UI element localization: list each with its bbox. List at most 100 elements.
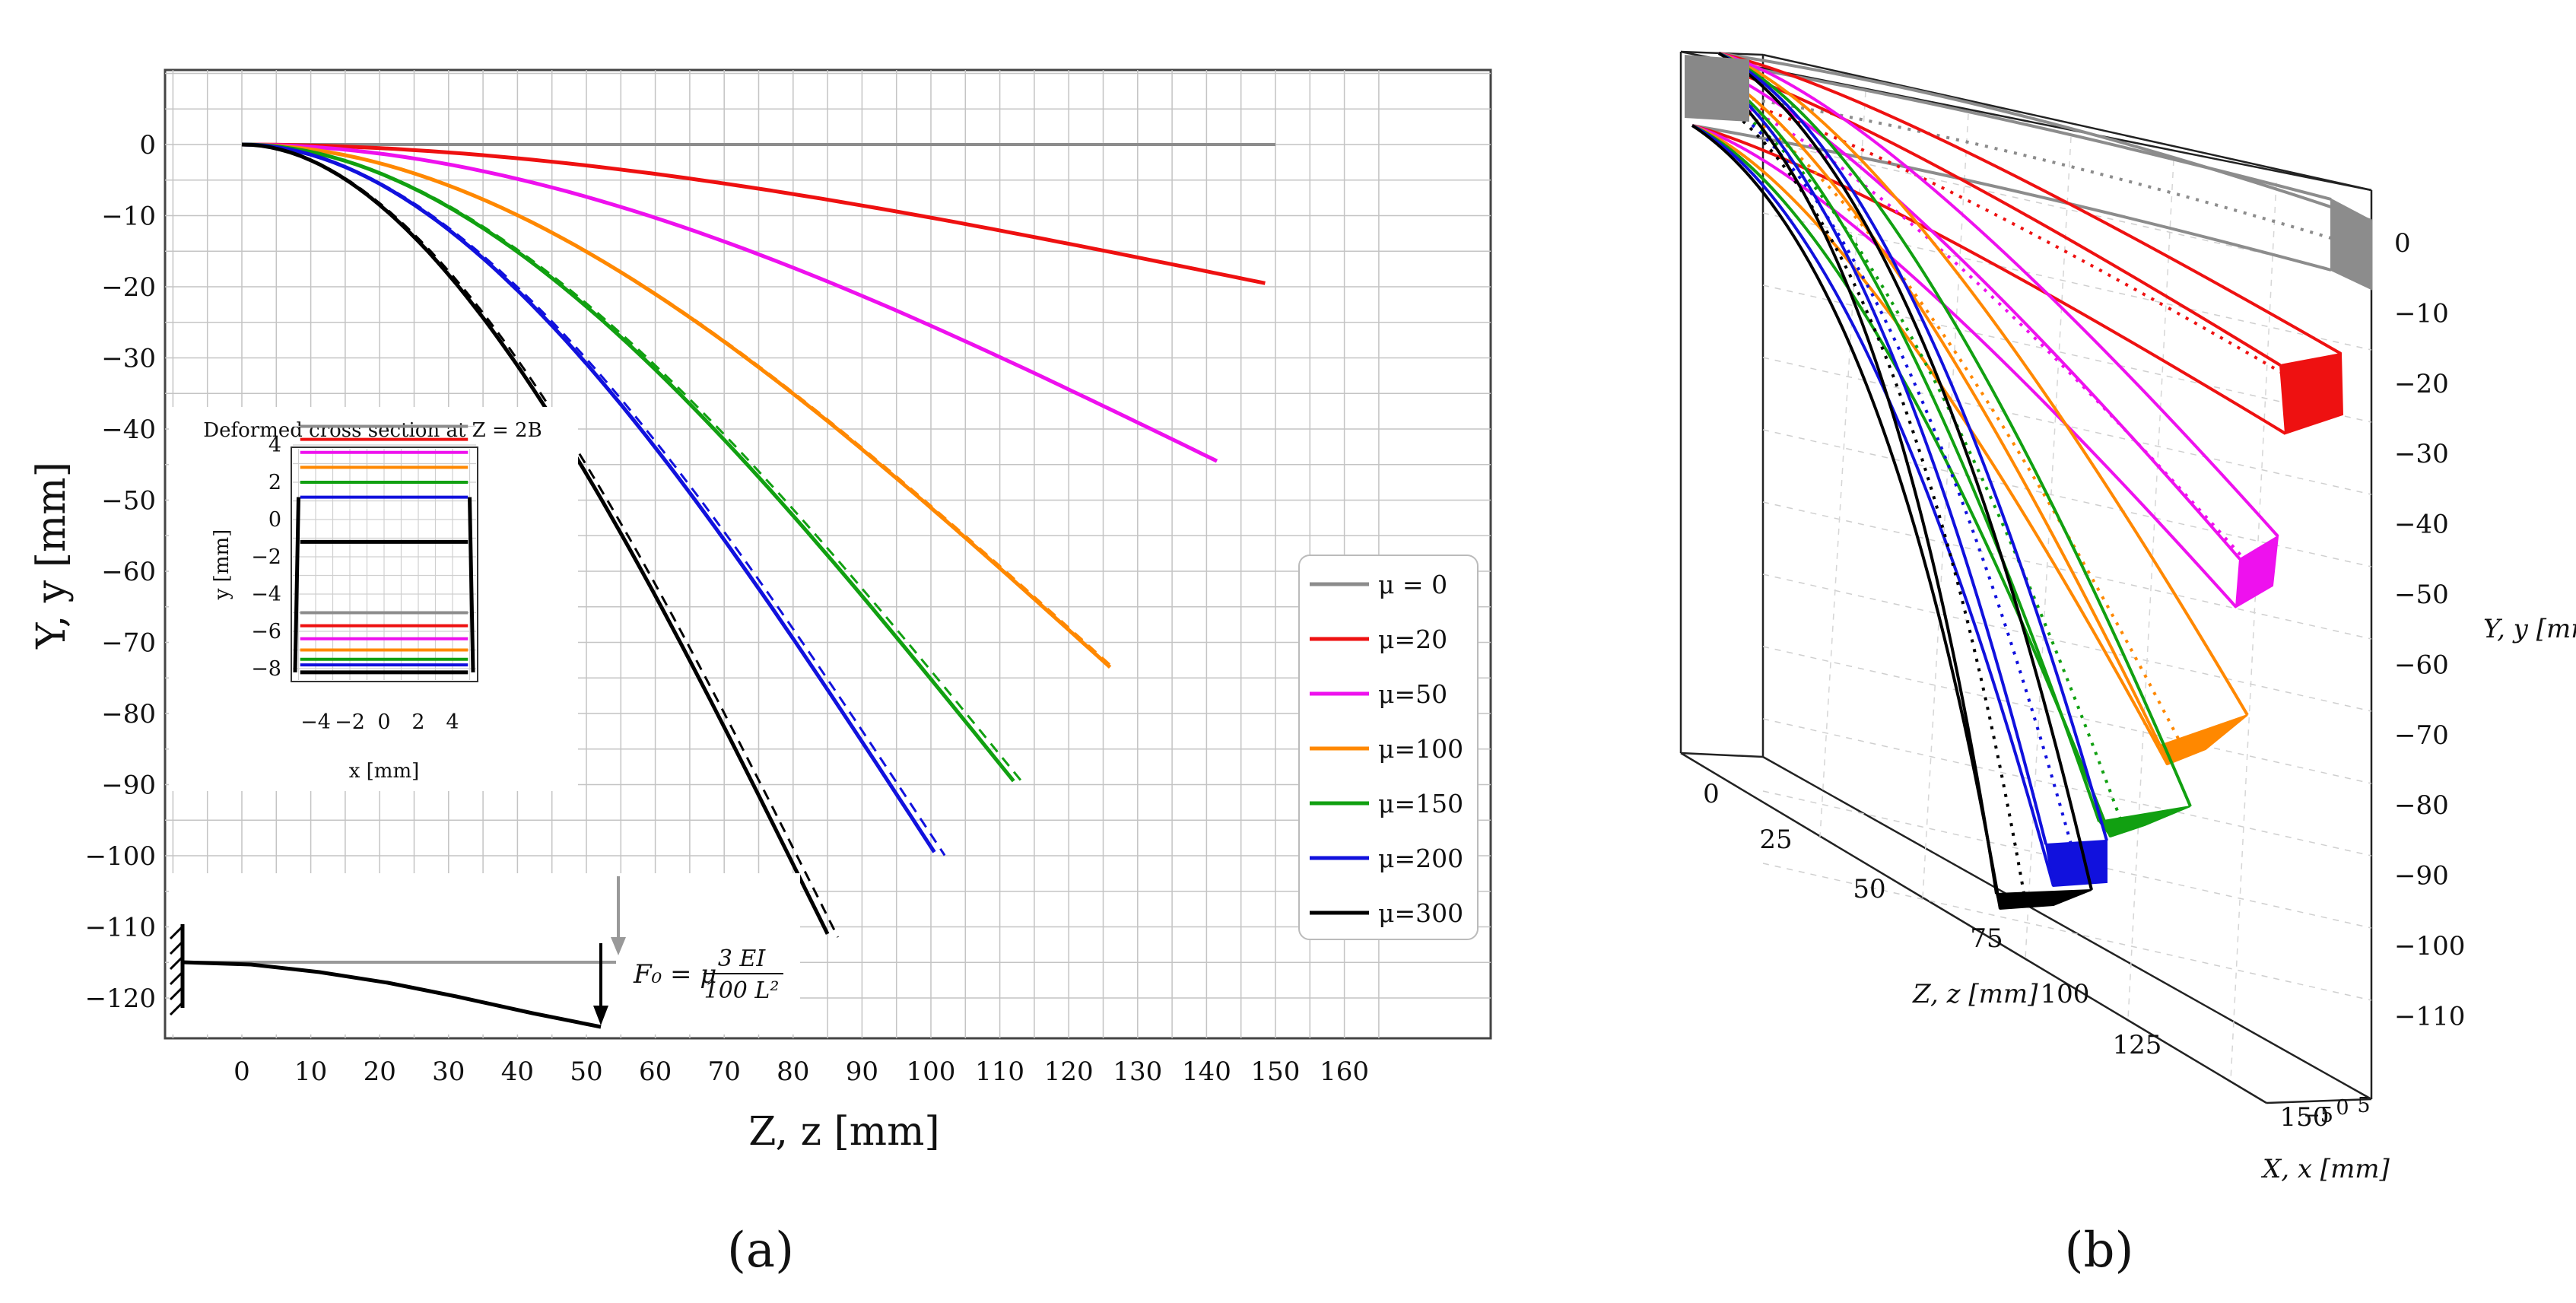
x-tick-label: 140	[1182, 1057, 1231, 1087]
x-axis-title-b: X, x [mm]	[2260, 1154, 2390, 1184]
z-tick-label-b: 100	[2041, 979, 2090, 1009]
y-tick-label: −30	[101, 344, 156, 374]
y-tick-label-b: −100	[2394, 931, 2465, 961]
beam3d-edge-mu-300	[1717, 52, 2093, 891]
y-tick-label-b: −60	[2394, 650, 2449, 680]
force-denominator: 100 L²	[704, 977, 780, 1004]
panel-a: 0 10 20 30 40 50 60 70 80 90 100 110 120 130 140 150 160…	[29, 68, 1492, 1279]
z-axis-title-b: Z, z [mm]	[1912, 979, 2038, 1009]
panel-label-b: (b)	[2065, 1222, 2134, 1279]
beam3d-edge-mu-50	[1691, 124, 2238, 609]
curves-a	[241, 142, 1275, 938]
y-tick-label-b: 0	[2394, 228, 2411, 259]
legend-box	[1298, 555, 1479, 940]
inset-y-tick: 4	[268, 434, 281, 457]
x-tick-label: 40	[501, 1057, 534, 1087]
x-tick-label: 110	[975, 1057, 1024, 1087]
beam3d-edge-mu-200	[1691, 124, 2055, 887]
beam3d-edge-mu-20	[1718, 52, 2342, 355]
z-tick-label-b: 0	[1703, 779, 1720, 809]
y-tick-label-b: −80	[2394, 790, 2449, 821]
grid3d-line	[1762, 429, 2372, 567]
x-tick-label: 50	[570, 1057, 602, 1087]
legend-label: μ = 0	[1378, 570, 1447, 599]
beam3d-edge-mu-200	[1718, 52, 2108, 841]
grid3d-line	[2025, 136, 2072, 959]
inset-x-tick: −4	[300, 710, 331, 734]
y-tick-label: −70	[101, 628, 156, 659]
beam-wall-hatch	[169, 925, 184, 1016]
y-tick-label: −10	[101, 202, 156, 232]
beams-3d	[1685, 52, 2372, 911]
beam3d-centerline-mu-200	[1703, 90, 2078, 864]
x-tick-label: 60	[639, 1057, 672, 1087]
grid3d-line	[2230, 182, 2277, 1081]
x-tick-label: 20	[364, 1057, 396, 1087]
y-tick-label-b: −40	[2394, 510, 2449, 540]
legend-label: μ=150	[1378, 789, 1463, 818]
beam3d-tip-face-mu-300	[1995, 889, 2092, 911]
beam3d-edge-mu-0	[1718, 52, 2372, 222]
inset-right-wall	[468, 497, 475, 672]
beam3d-centerline-mu-300	[1702, 90, 2027, 900]
z-tick-label-b: 125	[2113, 1030, 2162, 1060]
beam3d-edge-mu-100	[1718, 52, 2249, 717]
inset-cross-section-edges	[293, 424, 475, 675]
legend-label: μ=200	[1378, 844, 1463, 873]
load-arrowhead-gray	[611, 937, 626, 955]
x-tick-label: 100	[907, 1057, 956, 1087]
z-tick-label-b: 25	[1759, 825, 1792, 855]
y-tick-label: −100	[85, 841, 156, 872]
beam3d-centerline-mu-150	[1703, 90, 2123, 825]
x-tick-label: 150	[1251, 1057, 1301, 1087]
beam3d-edge-mu-150	[1718, 52, 2192, 807]
x-axis-title-a: Z, z [mm]	[748, 1109, 939, 1155]
force-label-lhs: F₀ = μ	[633, 959, 716, 990]
z-tick-label-b: 150	[2280, 1102, 2330, 1133]
curve-reference-mu-200	[241, 143, 946, 856]
x-tick-label: 90	[846, 1057, 878, 1087]
panel-b: 0−10−20−30−40−50−60−70−80−90−100−1100255…	[1679, 50, 2576, 1279]
y-axis-title-a: Y, y [mm]	[29, 462, 75, 650]
grid3d-line	[2127, 159, 2174, 1020]
curve-reference-mu-150	[241, 143, 1025, 785]
curve-reference-mu-20	[241, 143, 1270, 286]
inset-y-tick: 0	[268, 508, 281, 532]
y-tick-label: −90	[101, 771, 156, 801]
beam3d-tip-face-mu-50	[2235, 535, 2279, 609]
z-tick-label-b: 50	[1853, 874, 1885, 904]
y-tick-label-b: −30	[2394, 439, 2449, 469]
x-tick-label: 10	[294, 1057, 327, 1087]
inset-cross-section-xlabel: x [mm]	[349, 760, 420, 783]
z-tick-label-b: 75	[1970, 923, 2003, 954]
inset-beam-schematic: F₀ = μ 3 EI 100 L²	[169, 873, 800, 1034]
panel-label-a: (a)	[727, 1222, 794, 1279]
y-tick-label-b: −70	[2394, 720, 2449, 751]
force-numerator: 3 EI	[718, 945, 767, 972]
beam3d-edge-mu-300	[1687, 56, 1998, 895]
x-tick-label: 0	[233, 1057, 250, 1087]
beam3d-tip-face-mu-200	[2044, 839, 2107, 888]
x-tick-label-b: 5	[2357, 1094, 2370, 1117]
inset-cross-section: Deformed cross section at Z = 2B −4 −2 0 2 4…	[169, 407, 578, 791]
inset-y-tick: 2	[268, 471, 281, 494]
y-tick-label-b: −20	[2394, 369, 2449, 399]
y-tick-label-b: −90	[2394, 861, 2449, 891]
inset-cross-section-ylabel: y [mm]	[211, 529, 233, 601]
inset-beam-background	[169, 873, 800, 1034]
ticks-a: 0 10 20 30 40 50 60 70 80 90 100 110 120 130 140 150 160…	[85, 130, 1369, 1087]
inset-x-tick: 0	[377, 710, 390, 734]
curve-reference-mu-50	[241, 143, 1222, 464]
legend-label: μ=20	[1378, 624, 1447, 654]
beam3d-edge-mu-300	[1691, 124, 2002, 910]
inset-y-tick: −4	[251, 583, 281, 606]
beam3d-centerline-mu-20	[1703, 90, 2313, 392]
curve-reference-mu-100	[241, 143, 1116, 670]
beam3d-tip-face-mu-100	[2158, 714, 2248, 766]
beam-deformed	[182, 960, 602, 1029]
y-tick-label: −20	[101, 272, 156, 303]
grid3d-line	[1922, 113, 1969, 898]
beam3d-tip-face-mu-0	[2330, 198, 2372, 291]
